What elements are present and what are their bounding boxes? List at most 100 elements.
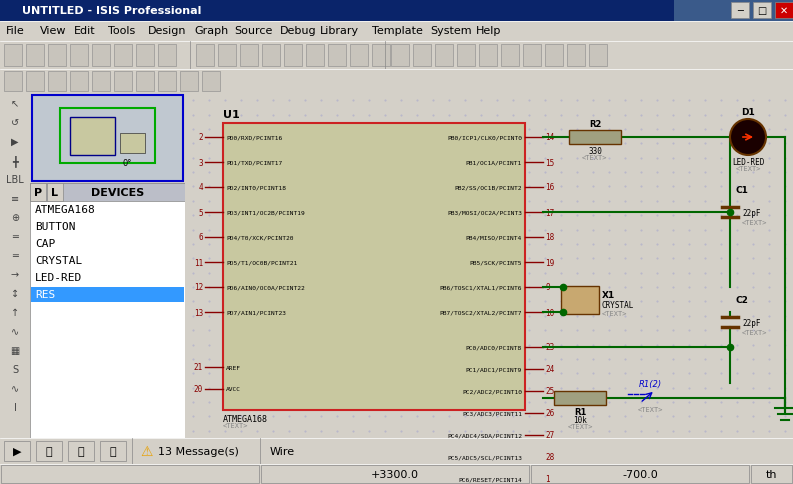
FancyBboxPatch shape bbox=[589, 45, 607, 67]
Text: -700.0: -700.0 bbox=[623, 469, 658, 479]
Text: 14: 14 bbox=[545, 133, 554, 142]
Text: <TEXT>: <TEXT> bbox=[223, 422, 248, 428]
FancyBboxPatch shape bbox=[136, 72, 154, 92]
FancyBboxPatch shape bbox=[531, 465, 749, 483]
Text: R2: R2 bbox=[589, 120, 601, 129]
Text: PD5/T1/OC0B/PCINT21: PD5/T1/OC0B/PCINT21 bbox=[226, 260, 297, 265]
Text: I: I bbox=[13, 402, 17, 412]
FancyBboxPatch shape bbox=[554, 391, 606, 405]
FancyBboxPatch shape bbox=[70, 45, 88, 67]
Text: 27: 27 bbox=[545, 431, 554, 439]
Text: <TEXT>: <TEXT> bbox=[638, 406, 663, 412]
Text: 330: 330 bbox=[588, 147, 602, 156]
FancyBboxPatch shape bbox=[158, 45, 176, 67]
FancyBboxPatch shape bbox=[391, 45, 409, 67]
Text: 24: 24 bbox=[545, 365, 554, 374]
Text: S: S bbox=[12, 364, 18, 374]
Text: System: System bbox=[430, 27, 472, 36]
Text: 22pF: 22pF bbox=[742, 318, 760, 327]
Text: R1(2): R1(2) bbox=[638, 379, 661, 388]
Text: U1: U1 bbox=[223, 110, 239, 120]
Text: ↕: ↕ bbox=[11, 288, 19, 298]
Text: R1: R1 bbox=[574, 407, 586, 416]
Text: Design: Design bbox=[148, 27, 186, 36]
Text: →: → bbox=[11, 270, 19, 279]
Text: C2: C2 bbox=[735, 295, 748, 304]
Text: ∿: ∿ bbox=[11, 383, 19, 393]
Text: 13 Message(s): 13 Message(s) bbox=[158, 446, 239, 456]
Text: Wire: Wire bbox=[270, 446, 295, 456]
FancyBboxPatch shape bbox=[92, 72, 110, 92]
Text: Library: Library bbox=[320, 27, 359, 36]
Text: ⏭: ⏭ bbox=[46, 446, 52, 456]
FancyBboxPatch shape bbox=[523, 45, 541, 67]
Text: PD4/T0/XCK/PCINT20: PD4/T0/XCK/PCINT20 bbox=[226, 235, 293, 240]
Text: 16: 16 bbox=[545, 183, 554, 192]
Text: +3300.0: +3300.0 bbox=[371, 469, 419, 479]
Text: 0°: 0° bbox=[123, 159, 132, 167]
Text: PD1/TXD/PCINT17: PD1/TXD/PCINT17 bbox=[226, 160, 282, 165]
Text: <TEXT>: <TEXT> bbox=[742, 329, 768, 335]
Text: ✕: ✕ bbox=[780, 6, 788, 16]
Text: PD7/AIN1/PCINT23: PD7/AIN1/PCINT23 bbox=[226, 310, 286, 315]
Text: 15: 15 bbox=[545, 158, 554, 167]
FancyBboxPatch shape bbox=[196, 45, 214, 67]
Text: PC2/ADC2/PCINT10: PC2/ADC2/PCINT10 bbox=[462, 389, 522, 393]
FancyBboxPatch shape bbox=[48, 45, 66, 67]
Text: PC1/ADC1/PCINT9: PC1/ADC1/PCINT9 bbox=[465, 367, 522, 372]
Text: CRYSTAL: CRYSTAL bbox=[602, 301, 634, 309]
Text: 21: 21 bbox=[193, 363, 203, 372]
FancyBboxPatch shape bbox=[567, 45, 585, 67]
Text: 5: 5 bbox=[198, 208, 203, 217]
FancyBboxPatch shape bbox=[30, 183, 185, 201]
Text: <TEXT>: <TEXT> bbox=[602, 310, 627, 316]
FancyBboxPatch shape bbox=[262, 45, 280, 67]
FancyBboxPatch shape bbox=[240, 45, 258, 67]
Text: <TEXT>: <TEXT> bbox=[582, 155, 607, 161]
Text: 17: 17 bbox=[545, 208, 554, 217]
FancyBboxPatch shape bbox=[32, 96, 183, 182]
FancyBboxPatch shape bbox=[350, 45, 368, 67]
FancyBboxPatch shape bbox=[751, 465, 792, 483]
FancyBboxPatch shape bbox=[70, 72, 88, 92]
FancyBboxPatch shape bbox=[120, 134, 145, 154]
Text: ▦: ▦ bbox=[10, 345, 20, 355]
FancyBboxPatch shape bbox=[36, 441, 62, 461]
FancyBboxPatch shape bbox=[306, 45, 324, 67]
Text: AVCC: AVCC bbox=[226, 387, 241, 392]
Text: PB3/MOSI/OC2A/PCINT3: PB3/MOSI/OC2A/PCINT3 bbox=[447, 210, 522, 215]
Text: ATMEGA168: ATMEGA168 bbox=[223, 414, 268, 423]
FancyBboxPatch shape bbox=[31, 287, 184, 302]
Text: PB4/MISO/PCINT4: PB4/MISO/PCINT4 bbox=[465, 235, 522, 240]
Text: 19: 19 bbox=[545, 258, 554, 267]
Text: PC3/ADC3/PCINT11: PC3/ADC3/PCINT11 bbox=[462, 410, 522, 416]
Text: C1: C1 bbox=[735, 186, 748, 195]
Text: 13: 13 bbox=[193, 308, 203, 317]
Text: 23: 23 bbox=[545, 343, 554, 352]
Text: 10: 10 bbox=[545, 308, 554, 317]
Text: 22pF: 22pF bbox=[742, 208, 760, 217]
FancyBboxPatch shape bbox=[753, 3, 771, 19]
Text: ⏸: ⏸ bbox=[78, 446, 84, 456]
FancyBboxPatch shape bbox=[261, 465, 529, 483]
FancyBboxPatch shape bbox=[68, 441, 94, 461]
FancyBboxPatch shape bbox=[731, 3, 749, 19]
Text: ≡: ≡ bbox=[11, 194, 19, 204]
FancyBboxPatch shape bbox=[501, 45, 519, 67]
FancyBboxPatch shape bbox=[202, 72, 220, 92]
Text: ╋: ╋ bbox=[12, 155, 18, 166]
Text: 1: 1 bbox=[545, 474, 550, 484]
FancyBboxPatch shape bbox=[457, 45, 475, 67]
FancyBboxPatch shape bbox=[70, 118, 115, 156]
Text: PD0/RXD/PCINT16: PD0/RXD/PCINT16 bbox=[226, 135, 282, 140]
Text: 20: 20 bbox=[193, 385, 203, 393]
Text: PC4/ADC4/SDA/PCINT12: PC4/ADC4/SDA/PCINT12 bbox=[447, 433, 522, 438]
Text: PB7/TOSC2/XTAL2/PCINT7: PB7/TOSC2/XTAL2/PCINT7 bbox=[439, 310, 522, 315]
FancyBboxPatch shape bbox=[48, 72, 66, 92]
Text: 25: 25 bbox=[545, 387, 554, 396]
Text: ═: ═ bbox=[12, 231, 18, 242]
Circle shape bbox=[730, 120, 766, 156]
Text: PB5/SCK/PCINT5: PB5/SCK/PCINT5 bbox=[469, 260, 522, 265]
Text: 3: 3 bbox=[198, 158, 203, 167]
FancyBboxPatch shape bbox=[372, 45, 390, 67]
